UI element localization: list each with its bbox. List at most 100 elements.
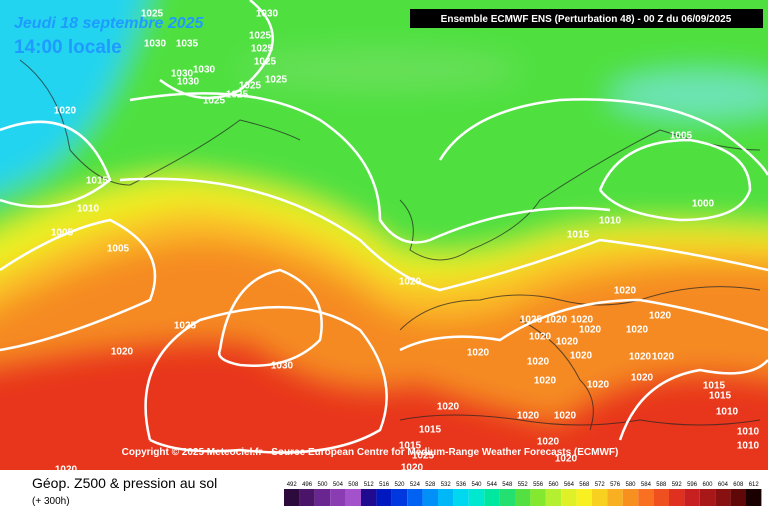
isobar-label: 1025	[239, 81, 262, 92]
colorbar-label: 612	[749, 482, 760, 488]
colorbar-label: 588	[656, 482, 667, 488]
local-time: 14:00 locale	[14, 37, 122, 58]
colorbar-label: 520	[394, 482, 405, 488]
colorbar-swatch	[361, 489, 377, 506]
isobar-label: 1030	[193, 65, 216, 76]
isobar-label: 1030	[144, 39, 167, 50]
colorbar-swatch	[407, 489, 423, 506]
isobar-label: 1020	[55, 465, 78, 476]
isobar-label: 1010	[599, 216, 622, 227]
isobar-label: 1015	[419, 425, 442, 436]
colorbar-label: 516	[379, 482, 390, 488]
isobar-label: 1020	[467, 348, 490, 359]
isobar-label: 1020	[652, 352, 675, 363]
isobar-label: 1020	[631, 373, 654, 384]
colorbar-swatch	[422, 489, 438, 506]
isobar-label: 1020	[527, 357, 550, 368]
colorbar-swatch	[515, 489, 531, 506]
colorbar-swatch	[376, 489, 392, 506]
colorbar-swatch	[699, 489, 716, 506]
isobar-label: 1020	[534, 376, 557, 387]
colorbar-label: 544	[487, 482, 498, 488]
isobars	[0, 0, 768, 454]
isobar-label: 1020	[555, 454, 578, 465]
isobar-label: 1020	[629, 352, 652, 363]
isobar-label: 1015	[703, 381, 726, 392]
colorbar-swatch	[684, 489, 700, 506]
colorbar-label: 572	[595, 482, 606, 488]
isobar-label: 1025	[251, 44, 274, 55]
colorbar-label: 536	[456, 482, 467, 488]
colorbar-label: 552	[518, 482, 529, 488]
colorbar-swatch	[284, 489, 300, 506]
colorbar-label: 512	[364, 482, 375, 488]
colorbar-swatch	[499, 489, 515, 506]
isobar-label: 1015	[709, 391, 732, 402]
colorbar-label: 568	[579, 482, 590, 488]
colorbar-label: 540	[471, 482, 482, 488]
isobar-label: 1020	[399, 277, 422, 288]
isobar-label: 1020	[556, 337, 579, 348]
colorbar-label: 584	[641, 482, 652, 488]
colorbar-swatch	[545, 489, 562, 506]
isobar-label: 1025	[226, 90, 249, 101]
colorbar-swatch	[746, 489, 762, 506]
colorbar-label: 608	[733, 482, 744, 488]
colorbar-label: 600	[702, 482, 713, 488]
colorbar-swatch	[592, 489, 608, 506]
isobar-label: 1030	[271, 361, 294, 372]
map-area	[0, 0, 768, 470]
isobar-label: 1020	[545, 315, 568, 326]
isobar-label: 1020	[437, 402, 460, 413]
isobar-label: 1010	[716, 407, 739, 418]
isobar-label: 1035	[176, 39, 199, 50]
isobar-label: 1025	[141, 9, 164, 20]
colorbar-swatch	[669, 489, 685, 506]
copyright: Copyright © 2025 Meteociel.fr - Source E…	[122, 447, 619, 458]
colorbar-swatch	[314, 489, 331, 506]
header-box	[410, 9, 763, 28]
colorbar-label: 496	[302, 482, 313, 488]
isobar-label: 1025	[254, 57, 277, 68]
colorbar-label: 508	[348, 482, 359, 488]
isobar-label: 1020	[54, 106, 77, 117]
isobar-label: 1025	[249, 31, 272, 42]
colorbar-label: 528	[425, 482, 436, 488]
colorbar-swatch	[453, 489, 469, 506]
isobar-label: 1025	[520, 315, 543, 326]
isobar-label: 1025	[174, 321, 197, 332]
colorbar-swatch	[345, 489, 361, 506]
isobar-label: 1020	[626, 325, 649, 336]
isobar-label: 1020	[111, 347, 134, 358]
colorbar-swatch	[730, 489, 746, 506]
isobar-label: 1020	[571, 315, 594, 326]
colorbar-swatch	[391, 489, 408, 506]
isobar-label: 1000	[692, 199, 715, 210]
colorbar-label: 596	[687, 482, 698, 488]
footer-lead: (+ 300h)	[32, 496, 70, 507]
isobar-label: 1020	[579, 325, 602, 336]
colorbar-swatch	[638, 489, 654, 506]
colorbar-label: 500	[317, 482, 328, 488]
footer-title: Géop. Z500 & pression au sol	[32, 475, 217, 491]
colorbar-swatch	[299, 489, 315, 506]
isobar-label: 1015	[567, 230, 590, 241]
isobar-label: 1030	[171, 69, 194, 80]
isobar-label: 1020	[649, 311, 672, 322]
colorbar-label: 604	[718, 482, 729, 488]
colorbar-swatch	[576, 489, 592, 506]
model-info: Ensemble ECMWF ENS (Perturbation 48) - 0…	[441, 14, 732, 25]
isobar-label: 1010	[737, 441, 760, 452]
colorbar-label: 560	[548, 482, 559, 488]
colorbar-swatch	[622, 489, 639, 506]
isobar-label: 1005	[107, 244, 130, 255]
colorbar-label: 556	[533, 482, 544, 488]
colorbar-swatch	[561, 489, 577, 506]
colorbar-swatch	[484, 489, 500, 506]
isobar-label: 1005	[51, 228, 74, 239]
isobar-label: 1020	[587, 380, 610, 391]
colorbar-label: 592	[672, 482, 683, 488]
isobar-label: 1005	[670, 131, 693, 142]
colorbar-label: 548	[502, 482, 513, 488]
